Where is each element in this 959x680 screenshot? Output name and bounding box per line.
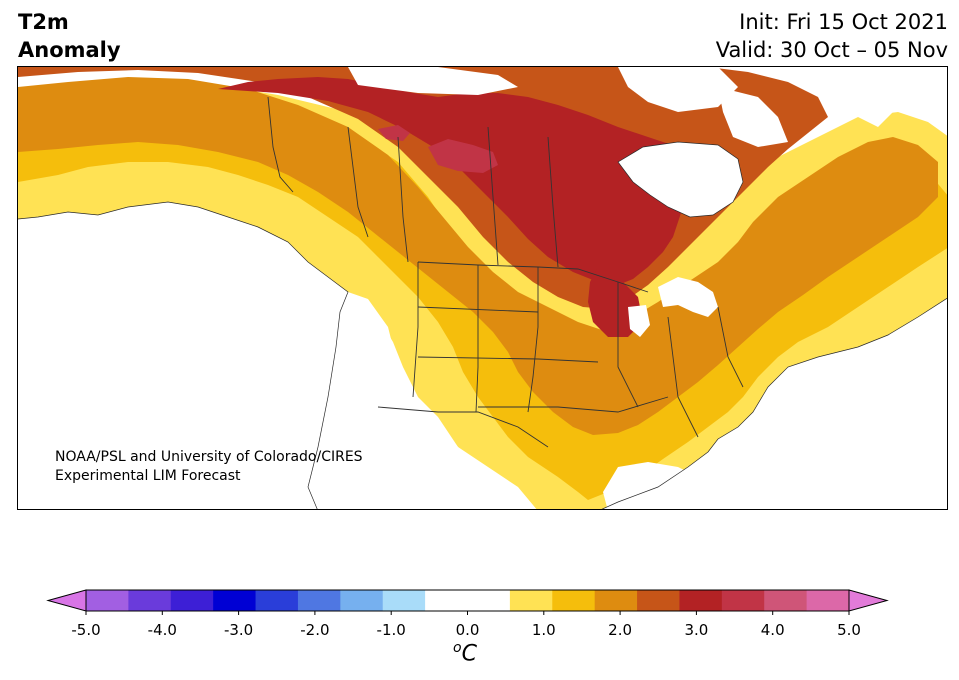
unit-celsius: C (461, 641, 477, 667)
valid-date: Valid: 30 Oct – 05 Nov (715, 38, 948, 62)
coast-east (601, 297, 947, 509)
great-lakes (658, 277, 718, 317)
colorbar-segment (679, 590, 723, 611)
colorbar-tick-label: 1.0 (531, 621, 556, 639)
title-line-2: Anomaly (18, 38, 121, 62)
atlantic-ocean (602, 298, 947, 509)
colorbar-segment (509, 590, 553, 611)
baffin-water (778, 67, 947, 127)
great-lakes-2 (628, 305, 650, 337)
border-canada-prov-1 (347, 126, 369, 238)
colorbar-segment (467, 590, 511, 611)
colorbar-tick-label: -2.0 (300, 621, 330, 639)
border-canada-prov-3 (487, 126, 499, 266)
gulf-of-mexico (603, 462, 698, 509)
colorbar-segment (255, 590, 299, 611)
colorbar-tick-label: 4.0 (760, 621, 785, 639)
political-borders (267, 96, 744, 448)
pacific-ocean (18, 202, 348, 509)
colorbar-tick-label: -1.0 (376, 621, 406, 639)
anomaly-band-3-0 (428, 139, 498, 173)
colorbar-segment (213, 590, 257, 611)
colorbar-tick-label: 0.0 (455, 621, 480, 639)
colorbar-segment (128, 590, 172, 611)
colorbar-extend-left (46, 589, 87, 612)
border-east-1 (617, 282, 639, 408)
colorbar-segment (340, 590, 384, 611)
init-date: Init: Fri 15 Oct 2021 (739, 10, 948, 34)
border-state-2 (475, 265, 479, 413)
border-us-canada (417, 261, 649, 293)
border-state-6 (478, 396, 669, 413)
colorbar-segment (425, 590, 468, 611)
colorbar-segments (86, 590, 850, 611)
colorbar-tick-label: -5.0 (71, 621, 101, 639)
anomaly-band-1-5 (18, 77, 938, 435)
arctic-water (348, 67, 518, 95)
colorbar-tick-label: 2.0 (608, 621, 633, 639)
coast-hudson (617, 141, 744, 218)
credit-text: NOAA/PSL and University of Colorado/CIRE… (55, 448, 363, 486)
colorbar-extend-right (848, 589, 889, 612)
colorbar-segment (297, 590, 341, 611)
border-east-3 (717, 306, 744, 388)
colorbar-tick-label: -4.0 (147, 621, 177, 639)
colorbar-tick-label: 5.0 (837, 621, 861, 639)
anomaly-band-3-0-small (378, 125, 410, 141)
colorbar-segment (594, 590, 638, 611)
anomaly-map (18, 67, 947, 509)
border-east-2 (667, 316, 699, 438)
colorbar-segment (637, 590, 680, 611)
colorbar-tick-label: 3.0 (684, 621, 709, 639)
coast-west (18, 201, 349, 509)
hudson-bay (618, 142, 743, 217)
colorbar-segment (552, 590, 596, 611)
credit-line-1: NOAA/PSL and University of Colorado/CIRE… (55, 449, 363, 465)
chart-title: T2m Anomaly (18, 8, 121, 64)
border-alaska (267, 96, 294, 193)
border-state-4 (417, 306, 539, 313)
colorbar-segment (382, 590, 426, 611)
colorbar-tick-label: -3.0 (223, 621, 254, 639)
coastlines (18, 141, 947, 509)
anomaly-band-2-5 (218, 77, 718, 285)
colorbar-segment (721, 590, 765, 611)
unit-degree: o (453, 640, 462, 656)
border-state-1 (412, 262, 419, 398)
gulf-water (718, 87, 788, 147)
colorbar-segment (806, 590, 850, 611)
border-canada-prov-2 (397, 136, 409, 263)
colorbar-ticks (85, 611, 850, 615)
border-mexico (377, 406, 549, 448)
border-state-3 (527, 267, 539, 413)
colorbar-segment (86, 590, 129, 611)
map-panel (17, 66, 948, 510)
arctic-water-2 (618, 67, 738, 112)
land-neutral-west (308, 292, 517, 509)
border-canada-prov-4 (547, 136, 559, 268)
forecast-info: Init: Fri 15 Oct 2021 Valid: 30 Oct – 05… (716, 8, 948, 64)
credit-line-2: Experimental LIM Forecast (55, 468, 241, 484)
colorbar-unit: oC (453, 640, 477, 666)
border-state-5 (417, 356, 599, 363)
colorbar (46, 589, 889, 615)
title-line-1: T2m (18, 10, 69, 34)
colorbar-segment (170, 590, 214, 611)
colorbar-segment (764, 590, 808, 611)
